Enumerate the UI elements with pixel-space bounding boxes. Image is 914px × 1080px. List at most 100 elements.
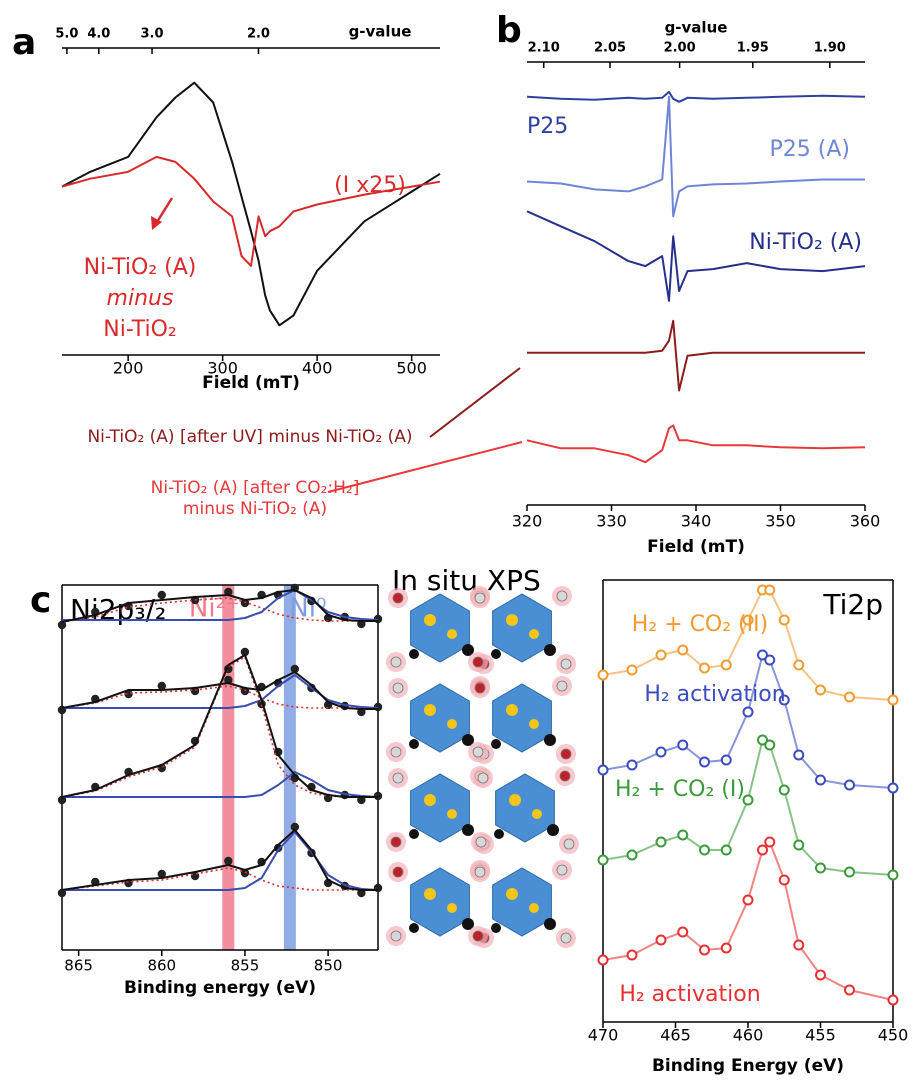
data-point: [793, 749, 805, 761]
molecule: [474, 682, 486, 694]
data-point: [157, 869, 166, 879]
data-point: [815, 969, 826, 981]
data-point: [655, 934, 667, 946]
data-point: [742, 794, 754, 806]
x2-tick-label: 4.0: [87, 27, 110, 42]
series-line: [61, 81, 441, 327]
x-tick-label: 465: [660, 1026, 691, 1045]
panel-label: c: [30, 580, 51, 621]
molecule: [390, 746, 402, 758]
data-point: [815, 862, 826, 874]
series-label: Ni-TiO₂ (A): [749, 230, 862, 255]
molecule: [474, 866, 486, 878]
x-tick-label: 855: [231, 957, 260, 975]
series-line: [527, 319, 865, 392]
ni-site: [424, 704, 436, 716]
series-line: [61, 867, 378, 891]
series-line: [526, 210, 866, 302]
data-point: [764, 584, 776, 596]
vacancy: [544, 644, 556, 656]
data-point: [720, 754, 732, 766]
data-point: [626, 759, 638, 771]
ni-site: [506, 704, 518, 716]
x2-tick-label: 1.95: [737, 41, 769, 56]
x2-tick-label: 2.0: [247, 27, 270, 42]
data-point: [887, 694, 899, 706]
series-line: [526, 424, 866, 464]
vacancy: [409, 739, 419, 749]
vacancy: [409, 923, 419, 933]
molecule: [560, 748, 572, 760]
data-point: [757, 734, 768, 746]
connector: [327, 441, 523, 493]
x-tick-label: 460: [733, 1026, 764, 1045]
x-tick-label: 400: [302, 359, 333, 378]
x-tick-label: 300: [207, 359, 238, 378]
x-tick-label: 330: [596, 512, 627, 531]
x-tick-label: 455: [805, 1026, 836, 1045]
series-line: [61, 671, 378, 710]
panel-label: b: [496, 10, 522, 51]
series-line: [61, 829, 378, 891]
data-point: [815, 684, 826, 696]
x-tick-label: 860: [147, 957, 176, 975]
ni-site: [424, 614, 436, 626]
series-label: Ni-TiO₂ (A) [after UV] minus Ni-TiO₂ (A): [87, 427, 412, 447]
x-tick-label: 320: [512, 512, 543, 531]
x-tick-label: 865: [64, 957, 93, 975]
molecule: [556, 680, 568, 692]
data-point: [720, 942, 732, 954]
data-point: [778, 874, 790, 886]
series-line: [526, 90, 866, 103]
series-line: [61, 155, 441, 267]
data-point: [597, 854, 609, 866]
chart-title: Ti2p: [822, 588, 883, 621]
vacancy: [491, 923, 501, 933]
ni-site: [532, 809, 542, 819]
molecule: [390, 836, 402, 848]
series-label: H₂ activation: [644, 682, 785, 707]
data-point: [844, 779, 855, 791]
data-point: [677, 739, 689, 751]
series-line: [526, 95, 865, 218]
molecule: [556, 590, 568, 602]
molecule: [392, 682, 404, 694]
series-line: [62, 831, 379, 891]
nanoparticle: [495, 773, 555, 843]
data-point: [844, 691, 855, 703]
panel-label: a: [12, 22, 36, 63]
series-line: [61, 589, 378, 623]
nanoparticle: [410, 773, 470, 843]
data-point: [764, 739, 776, 751]
vacancy: [462, 734, 474, 746]
vacancy: [544, 918, 556, 930]
series-line: [602, 840, 894, 1001]
data-point: [157, 681, 166, 691]
nanoparticle: [410, 593, 470, 663]
vacancy: [462, 918, 474, 930]
data-point: [757, 844, 768, 856]
molecule: [472, 746, 484, 758]
data-point: [157, 590, 166, 600]
nanoparticle: [492, 593, 552, 663]
x2-axis-label: g-value: [665, 19, 728, 37]
arrow: [155, 197, 174, 223]
data-point: [815, 774, 826, 786]
series-label: H₂ activation: [619, 982, 760, 1007]
x-axis-label: Binding energy (eV): [124, 978, 316, 998]
ni-site: [529, 903, 539, 913]
data-point: [793, 659, 805, 671]
x-tick-label: 450: [878, 1026, 909, 1045]
data-point: [677, 926, 689, 938]
molecule: [563, 838, 575, 850]
data-point: [626, 849, 638, 861]
x-axis-label: Binding Energy (eV): [652, 1056, 844, 1076]
data-point: [778, 784, 790, 796]
nanoparticle: [410, 867, 470, 937]
vacancy: [462, 824, 474, 836]
molecule: [560, 658, 572, 670]
data-point: [778, 614, 790, 626]
x2-tick-label: 3.0: [141, 27, 164, 42]
